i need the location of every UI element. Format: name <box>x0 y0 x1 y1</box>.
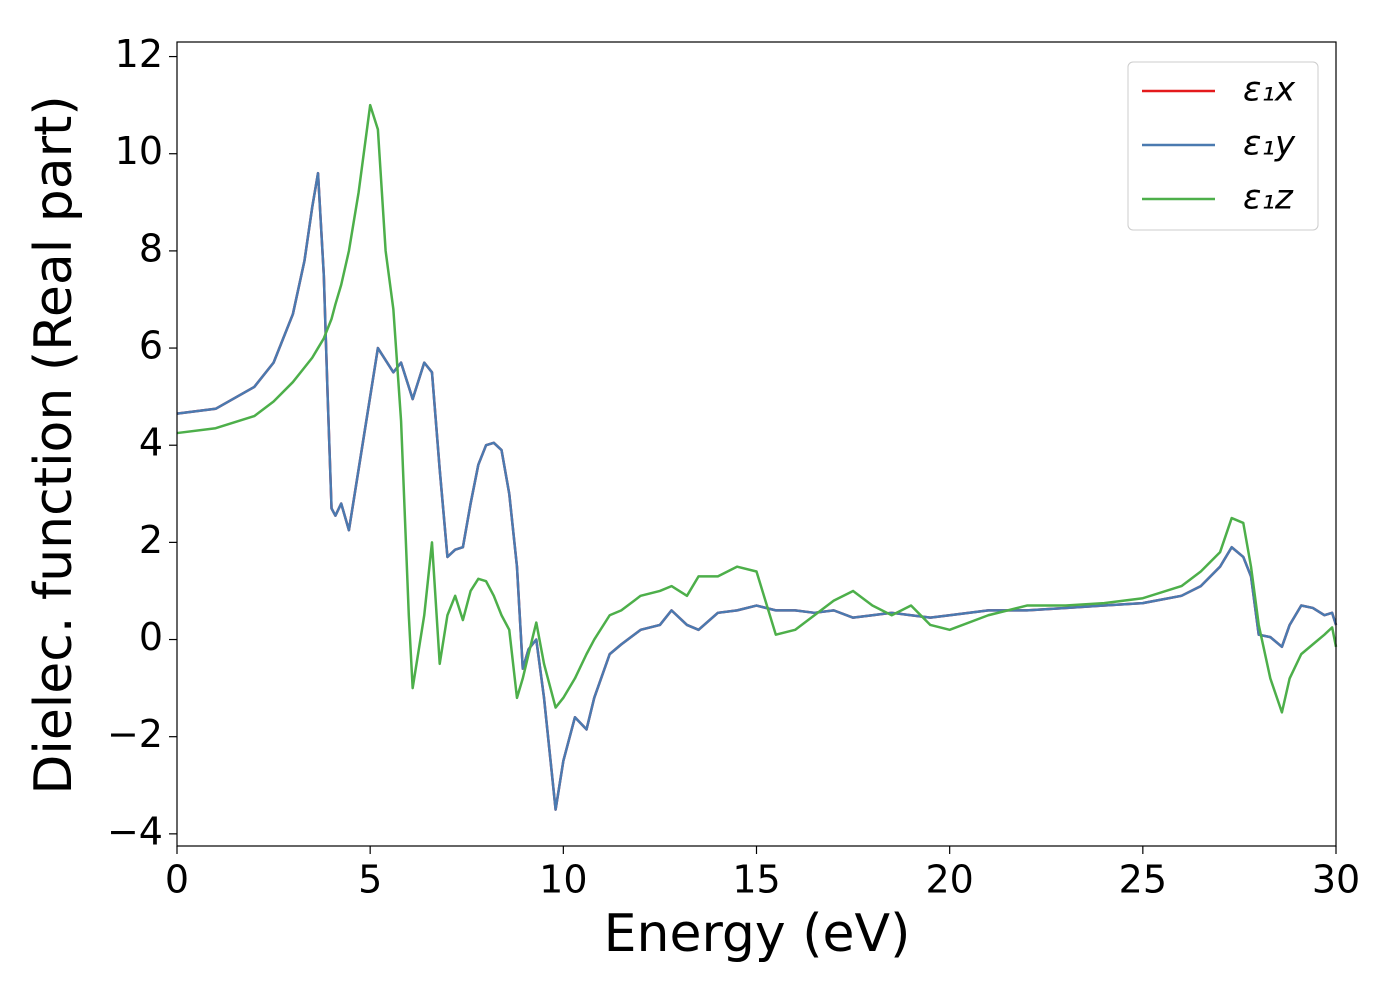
x-tick-label: 10 <box>539 858 587 902</box>
x-tick-label: 30 <box>1312 858 1360 902</box>
series-line <box>176 171 1338 811</box>
legend-label: ε₁y <box>1243 124 1296 164</box>
y-tick-label: −2 <box>107 712 163 756</box>
y-tick-label: 0 <box>139 615 163 659</box>
legend-label: ε₁x <box>1243 70 1296 110</box>
y-tick-label: −4 <box>107 809 163 853</box>
plot-frame <box>176 41 1337 847</box>
y-tick-label: 6 <box>139 324 163 368</box>
x-tick-label: 5 <box>358 858 382 902</box>
x-tick-label: 25 <box>1119 858 1167 902</box>
y-tick-label: 12 <box>115 32 163 76</box>
series-line <box>176 103 1338 714</box>
series-line <box>176 171 1338 811</box>
y-axis-title: Dielec. function (Real part) <box>24 95 84 794</box>
y-tick-label: 10 <box>115 129 163 173</box>
x-tick-label: 0 <box>165 858 189 902</box>
y-tick-label: 2 <box>139 518 163 562</box>
legend-label: ε₁z <box>1243 178 1294 218</box>
x-axis-title: Energy (eV) <box>604 904 911 964</box>
y-tick-label: 4 <box>139 421 163 465</box>
x-tick-label: 15 <box>732 858 780 902</box>
y-tick-label: 8 <box>139 226 163 270</box>
legend-box <box>1127 61 1319 231</box>
x-tick-label: 20 <box>925 858 973 902</box>
